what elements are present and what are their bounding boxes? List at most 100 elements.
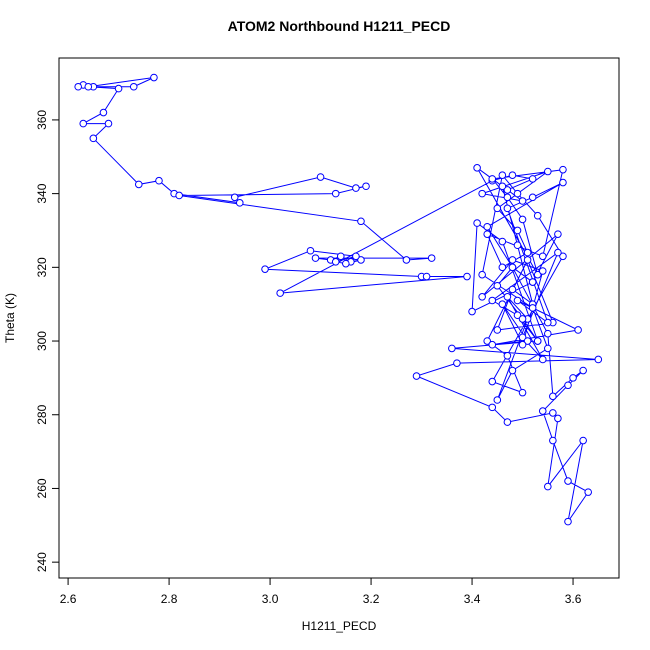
point — [528, 193, 537, 202]
point — [412, 372, 421, 380]
point — [503, 418, 512, 426]
point — [559, 165, 567, 174]
point — [508, 366, 517, 375]
point — [523, 248, 532, 257]
point — [235, 199, 244, 207]
x-tick-label: 3.0 — [262, 592, 279, 606]
point — [79, 119, 88, 128]
point — [528, 175, 537, 183]
point — [544, 167, 552, 176]
point — [155, 176, 163, 185]
point — [493, 396, 502, 404]
x-tick-label: 3.2 — [363, 592, 380, 606]
point — [342, 259, 350, 268]
point — [89, 134, 98, 143]
point — [538, 355, 547, 364]
point — [114, 84, 123, 93]
point — [508, 285, 517, 294]
point — [306, 246, 315, 255]
point — [564, 477, 572, 485]
point — [549, 409, 557, 417]
point — [336, 252, 345, 261]
point — [564, 381, 572, 390]
point — [352, 252, 360, 261]
point — [453, 359, 461, 367]
point — [311, 254, 320, 262]
point — [528, 278, 537, 286]
point — [427, 254, 436, 262]
point — [498, 263, 507, 272]
point — [129, 82, 138, 91]
y-tick-label: 280 — [35, 404, 49, 424]
point — [150, 73, 158, 82]
point — [574, 326, 582, 334]
point — [488, 296, 497, 305]
point — [554, 248, 562, 257]
point — [468, 307, 476, 316]
point — [488, 403, 497, 412]
point — [533, 337, 542, 345]
point — [518, 333, 527, 342]
point — [579, 436, 587, 445]
point — [402, 256, 411, 264]
point — [498, 171, 507, 179]
series-line — [78, 77, 599, 522]
point — [544, 318, 552, 327]
point — [513, 189, 522, 198]
point — [594, 355, 603, 364]
point — [104, 119, 113, 128]
point — [316, 173, 325, 181]
point — [503, 204, 512, 213]
y-tick-label: 340 — [35, 183, 49, 203]
point — [513, 296, 522, 305]
x-axis-label: H1211_PECD — [302, 619, 377, 633]
point — [498, 182, 507, 191]
chart-title: ATOM2 Northbound H1211_PECD — [228, 18, 451, 34]
point — [518, 315, 527, 323]
point — [422, 272, 431, 281]
y-tick-label: 260 — [35, 478, 49, 498]
point — [175, 191, 183, 200]
point — [493, 281, 502, 290]
point — [523, 256, 532, 264]
point — [528, 304, 537, 312]
point — [549, 392, 557, 401]
point — [352, 184, 360, 192]
point — [99, 108, 108, 117]
point — [74, 82, 82, 91]
point — [473, 219, 481, 227]
point — [564, 517, 572, 526]
y-axis-label: Theta (K) — [3, 293, 17, 343]
point — [569, 374, 577, 382]
point — [538, 267, 547, 275]
point — [362, 182, 370, 191]
point — [584, 488, 592, 496]
point — [331, 257, 340, 266]
point — [523, 337, 532, 345]
point — [538, 252, 547, 261]
point — [463, 272, 471, 281]
point — [493, 204, 502, 213]
point — [508, 256, 517, 264]
point — [276, 289, 284, 297]
point — [357, 217, 365, 226]
point — [503, 351, 512, 360]
point — [331, 189, 340, 198]
point — [579, 366, 587, 375]
point — [357, 256, 365, 264]
point — [533, 270, 542, 279]
x-tick-label: 2.6 — [60, 592, 77, 606]
point — [503, 186, 512, 194]
y-tick-label: 360 — [35, 110, 49, 130]
point — [448, 344, 456, 353]
point — [554, 230, 562, 238]
point — [483, 337, 492, 345]
point — [554, 414, 562, 423]
point — [134, 180, 143, 189]
point — [261, 265, 269, 273]
point — [478, 189, 486, 198]
y-tick-label: 300 — [35, 331, 49, 351]
point — [478, 270, 486, 279]
point — [478, 293, 486, 301]
